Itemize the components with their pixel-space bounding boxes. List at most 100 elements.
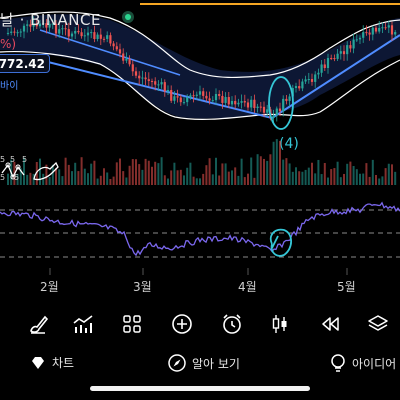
volume-bar <box>320 174 323 185</box>
bollinger-lower <box>0 50 400 120</box>
candle-body <box>259 106 262 108</box>
volume-bar <box>387 163 390 185</box>
candle-body <box>54 23 58 34</box>
candle-body <box>90 32 93 34</box>
candle-body <box>381 27 384 29</box>
diamond-icon <box>32 356 44 369</box>
candle-body <box>16 32 19 34</box>
home-indicator[interactable] <box>90 386 310 391</box>
replay-icon[interactable] <box>316 310 344 338</box>
candle-body <box>346 45 349 55</box>
volume-bar <box>307 167 310 185</box>
buy-label[interactable]: 바이 <box>0 81 19 92</box>
volume-bar <box>163 175 166 185</box>
drawing-tool-preview[interactable]: 5 5 5 5 5 <box>0 155 66 185</box>
candle-body <box>368 32 371 35</box>
lightbulb-icon <box>331 354 345 372</box>
volume-bar <box>29 172 32 185</box>
month-label: 3월 <box>133 280 152 294</box>
candle-body <box>134 71 138 76</box>
volume-bar <box>314 173 317 185</box>
volume-bar <box>173 162 176 185</box>
price-tag[interactable]: 772.42 <box>0 54 50 73</box>
month-label: 4월 <box>238 280 257 294</box>
volume-bar <box>80 157 83 185</box>
layers-icon[interactable] <box>364 310 392 338</box>
candle-body <box>374 27 378 32</box>
volume-bar <box>211 174 214 185</box>
candle-body <box>339 51 342 54</box>
candle-body <box>208 98 211 101</box>
volume-bar <box>317 159 320 185</box>
volume-bar <box>186 167 189 185</box>
candle-body <box>154 81 157 85</box>
candle-body <box>45 23 48 28</box>
volume-bar <box>339 177 342 185</box>
candle-body <box>112 43 115 47</box>
volume-bar <box>231 170 233 185</box>
candle-body <box>147 79 150 81</box>
candle-body <box>352 39 355 49</box>
candle-body <box>35 23 38 27</box>
candle-body <box>330 58 333 60</box>
brush-icon[interactable] <box>24 310 52 338</box>
volume-bar <box>83 168 86 185</box>
price-chart[interactable]: (4) <box>0 0 400 300</box>
indicator-icon[interactable] <box>69 310 97 338</box>
candle-body <box>214 94 218 101</box>
candle-body <box>218 94 221 96</box>
nav-explore[interactable]: 알아 보기 <box>168 354 240 372</box>
candle-body <box>243 101 246 103</box>
volume-bar <box>122 171 125 185</box>
candle-body <box>26 24 29 26</box>
candle-body <box>122 53 125 61</box>
candle-body <box>362 32 365 38</box>
candle-body <box>288 96 291 101</box>
nav-chart[interactable]: 차트 <box>30 354 74 371</box>
candle-body <box>189 95 192 98</box>
candle-body <box>83 35 86 37</box>
candle-body <box>51 23 54 25</box>
volume-bar <box>192 176 195 185</box>
alarm-icon[interactable] <box>218 310 246 338</box>
candle-body <box>234 100 237 105</box>
candle-body <box>224 97 227 103</box>
candle-body <box>365 32 368 34</box>
candle-body <box>10 31 13 33</box>
nav-ideas[interactable]: 아이디어 <box>330 354 396 372</box>
candle-icon[interactable] <box>266 310 294 338</box>
volume-bar <box>227 171 230 185</box>
symbol-title[interactable]: 날 · BINANCE <box>0 11 101 29</box>
candle-body <box>358 37 362 40</box>
candle-body <box>198 91 202 95</box>
candle-body <box>307 79 310 81</box>
candle-body <box>144 77 147 80</box>
candle-body <box>262 106 266 113</box>
candle-body <box>99 34 102 39</box>
volume-bar <box>39 158 41 185</box>
candle-body <box>141 77 144 79</box>
volume-bar <box>58 169 61 185</box>
candle-body <box>282 98 285 112</box>
volume-bar <box>195 178 198 185</box>
tool-num: 5 <box>0 155 6 164</box>
volume-bar <box>151 166 153 185</box>
nav-explore-label: 알아 보기 <box>192 356 240 371</box>
nav-chart-label: 차트 <box>52 356 75 370</box>
volume-bar <box>266 160 269 185</box>
volume-bar <box>275 139 278 185</box>
volume-bar <box>147 160 150 185</box>
grid-apps-icon[interactable] <box>118 310 146 338</box>
volume-bar <box>208 158 211 185</box>
volume-bar <box>285 158 288 185</box>
candle-body <box>102 38 106 40</box>
add-icon[interactable] <box>168 310 196 338</box>
volume-bar <box>99 175 102 185</box>
volume-bar <box>269 154 272 185</box>
volume-bar <box>391 164 393 185</box>
volume-bar <box>131 159 134 185</box>
candle-body <box>349 45 352 49</box>
volume-bar <box>115 162 118 185</box>
volume-bar <box>183 175 185 185</box>
candle-body <box>6 32 10 34</box>
